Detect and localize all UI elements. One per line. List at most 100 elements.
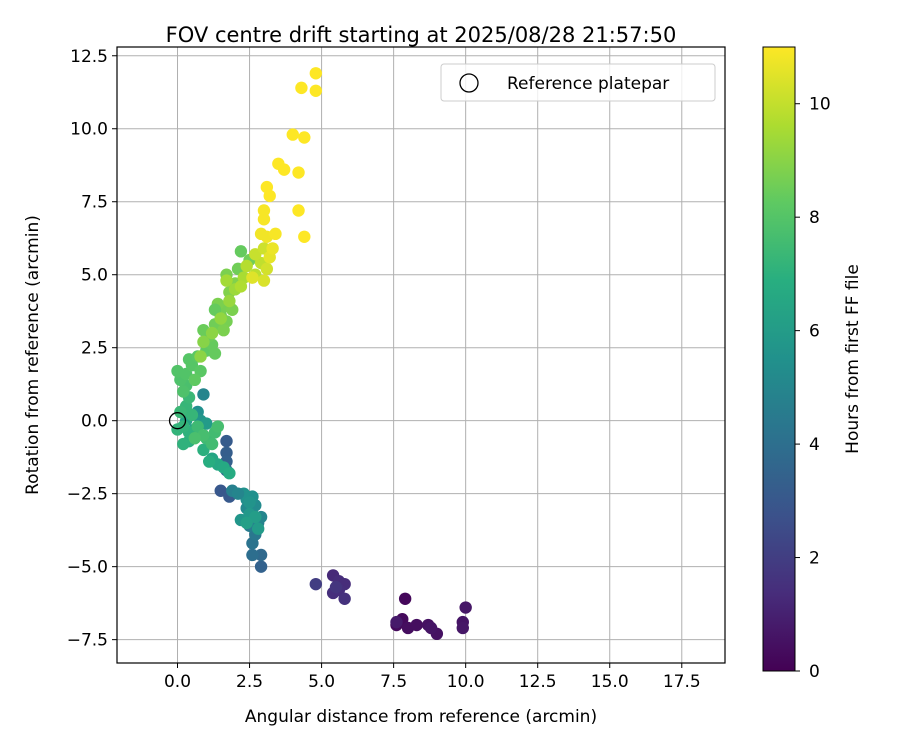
colorbar [762,46,796,672]
data-point [295,81,308,95]
data-point [260,180,274,194]
data-point [194,350,207,363]
colorbar-label: Hours from first FF file [843,264,863,454]
x-tick-label: 17.5 [663,672,701,692]
data-point [251,522,265,535]
data-point [185,408,199,422]
data-point [177,437,190,451]
y-tick-label: 10.0 [70,120,108,140]
data-point [257,204,271,217]
data-points [168,67,472,641]
x-axis-ticks: 0.0 2.5 5.0 7.5 10.0 12.5 15.0 17.5 [164,663,701,692]
colorbar-tick-label: 10 [809,95,831,115]
x-tick-label: 10.0 [447,672,485,692]
colorbar-tick-label: 6 [809,322,820,342]
legend-reference-marker [459,73,479,93]
data-point [240,516,253,530]
colorbar-tick-label: 8 [809,208,820,228]
data-point [338,592,351,605]
x-axis-label: Angular distance from reference (arcmin) [245,707,597,727]
y-tick-label: 7.5 [81,193,108,213]
y-axis-label: Rotation from reference (arcmin) [23,215,43,495]
data-point [214,312,227,325]
x-tick-label: 5.0 [308,672,335,692]
y-tick-label: 2.5 [81,339,108,359]
x-tick-label: 0.0 [164,672,191,692]
data-point [191,420,204,433]
data-point [398,592,412,605]
data-point [208,347,222,360]
data-point [205,326,219,340]
data-point [208,303,222,316]
data-point [197,335,210,349]
data-point [211,420,225,433]
data-point [223,467,236,480]
data-point [390,615,403,629]
data-point [194,364,207,378]
colorbar-ticks: 0 2 4 6 8 10 [795,95,831,682]
x-tick-label: 12.5 [519,672,557,692]
data-point [286,128,299,141]
data-point [220,434,233,448]
data-point [257,274,271,287]
data-point [298,230,311,243]
data-point [329,580,343,594]
data-point [292,204,305,217]
y-tick-label: −7.5 [67,631,108,651]
data-point [309,84,323,97]
colorbar-tick-label: 4 [809,435,820,455]
colorbar-tick-label: 0 [809,662,820,682]
reference-platepar-marker [168,412,187,430]
plot-frame [116,46,726,664]
data-point [277,163,291,176]
legend-entry-reference: Reference platepar [507,74,669,94]
data-point [246,271,259,284]
data-point [243,496,256,509]
data-point [188,432,202,445]
data-point [234,280,248,293]
data-point [424,621,438,635]
data-point [309,577,323,591]
data-point [177,385,190,398]
data-point [456,621,469,635]
data-point [266,242,279,255]
legend: Reference platepar [440,63,716,102]
chart-title: FOV centre drift starting at 2025/08/28 … [166,23,677,47]
data-point [220,446,233,460]
x-tick-label: 2.5 [236,672,263,692]
data-point [459,601,472,614]
data-point [220,274,233,287]
y-tick-label: 0.0 [81,412,108,432]
data-point [217,323,230,337]
data-point [205,437,219,451]
data-point [234,245,248,258]
x-tick-label: 15.0 [591,672,629,692]
data-point [223,294,236,308]
data-point [254,548,268,562]
data-point [269,227,282,241]
y-axis-ticks: −7.5 −5.0 −2.5 0.0 2.5 5.0 7.5 10.0 12.5 [67,47,117,651]
colorbar-tick-label: 2 [809,549,820,569]
legend-box [440,63,716,102]
data-point [257,242,271,255]
data-point [197,388,210,401]
y-tick-label: 12.5 [70,47,108,67]
y-tick-label: −5.0 [67,558,108,578]
data-point [292,166,305,179]
data-point [309,67,323,80]
data-point [260,262,274,276]
data-point [410,618,423,632]
data-point [203,455,216,468]
data-point [298,131,311,144]
y-tick-label: 5.0 [81,266,108,286]
data-point [231,487,245,500]
data-point [254,227,268,241]
data-point [246,548,259,562]
data-point [254,560,268,573]
x-tick-label: 7.5 [380,672,407,692]
data-point [257,213,271,226]
data-point [240,259,253,273]
y-tick-label: −2.5 [67,485,108,505]
data-point [188,373,202,387]
